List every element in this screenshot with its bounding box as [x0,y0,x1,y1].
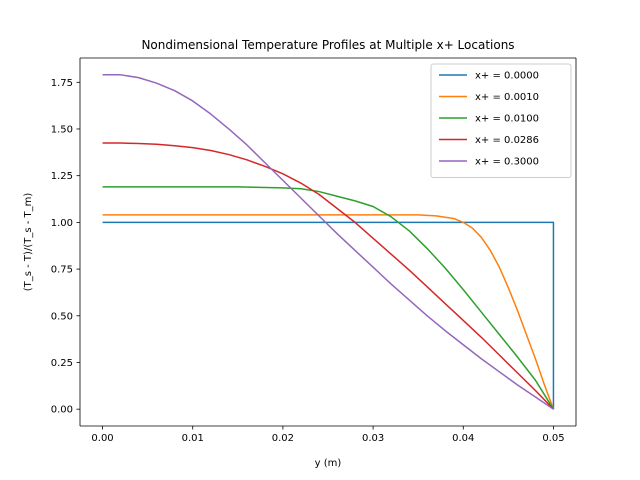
series-line-2 [102,214,555,410]
series-line-3 [102,186,555,410]
series-layer [102,74,555,410]
x-tick-label: 0.00 [91,433,113,444]
y-tick-label: 0.75 [51,265,73,276]
legend-entry-3: x+ = 0.0100 [475,114,539,125]
x-axis-label: y (m) [315,458,342,469]
y-axis-label: (T_s - T)/(T_s - T_m) [23,193,34,292]
x-tick-label: 0.03 [362,433,384,444]
x-axis-ticks: 0.00 0.01 0.02 0.03 0.04 0.05 [91,426,565,444]
y-tick-label: 0.25 [51,358,73,369]
y-tick-label: 0.00 [51,405,73,416]
x-tick-label: 0.01 [182,433,204,444]
legend-entry-2: x+ = 0.0010 [475,92,539,103]
y-tick-label: 1.00 [51,218,73,229]
series-line-5 [102,74,554,410]
legend-entry-1: x+ = 0.0000 [475,71,539,82]
legend: x+ = 0.0000 x+ = 0.0010 x+ = 0.0100 x+ = 0.… [430,63,572,178]
axes-frame [79,57,577,427]
x-tick-label: 0.04 [452,433,474,444]
y-tick-label: 1.50 [51,124,73,135]
y-tick-label: 1.25 [51,171,73,182]
y-tick-label: 1.75 [51,78,73,89]
series-line-4 [102,142,554,410]
y-axis-ticks: 0.00 0.25 0.50 0.75 1.00 1.25 1.50 1.75 [51,78,80,416]
series-line-1 [102,221,555,410]
x-tick-label: 0.02 [272,433,294,444]
legend-entry-5: x+ = 0.3000 [475,157,539,168]
legend-entry-4: x+ = 0.0286 [475,135,539,146]
legend-box [430,63,572,178]
chart-title: Nondimensional Temperature Profiles at M… [141,38,514,52]
x-tick-label: 0.05 [542,433,564,444]
y-tick-label: 0.50 [51,311,73,322]
